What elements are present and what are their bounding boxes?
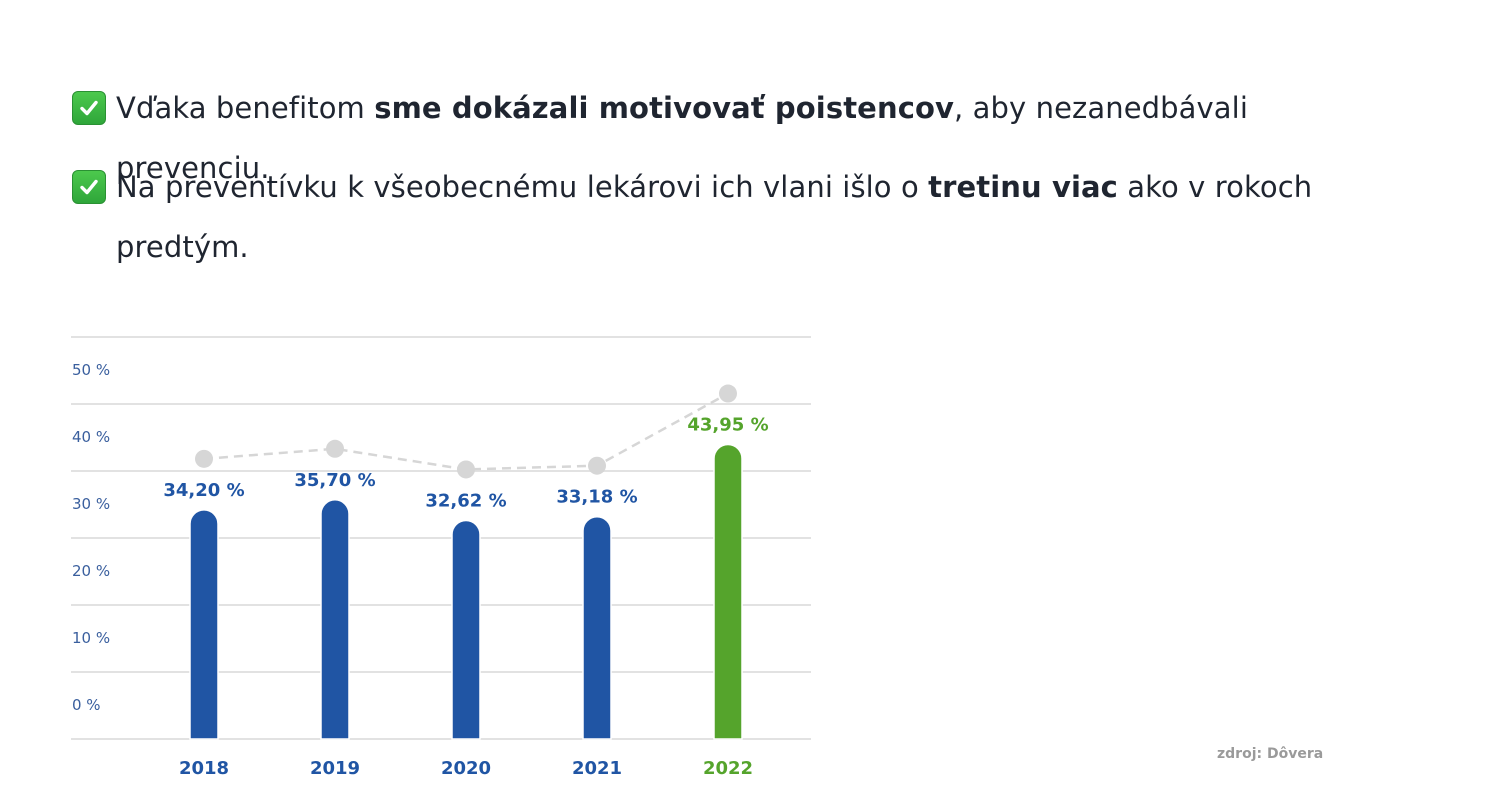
- check-mark-button-icon: [72, 91, 106, 125]
- bar-2022: [713, 443, 743, 740]
- y-tick-label: 40 %: [72, 428, 110, 446]
- y-axis-ticks: 0 % 10 % 20 % 30 % 40 % 50 %: [72, 361, 110, 714]
- benefit-bullet-1: Vďaka benefitom sme dokázali motivovať p…: [72, 78, 1346, 198]
- x-tick-label-2022: 2022: [703, 758, 753, 779]
- x-tick-label-2019: 2019: [310, 758, 360, 779]
- source-note: zdroj: Dôvera: [1217, 746, 1324, 762]
- trend-point-2019: [326, 439, 344, 458]
- data-labels: 34,20 % 35,70 % 32,62 % 33,18 % 43,95 %: [163, 415, 768, 512]
- y-tick-label: 10 %: [72, 629, 110, 647]
- data-label-2019: 35,70 %: [294, 470, 375, 491]
- x-axis-ticks: 2018 2019 2020 2021 2022: [179, 758, 753, 779]
- bullet-bold-text: sme dokázali motivovať poistencov: [374, 91, 955, 125]
- trend-point-2020: [457, 460, 475, 479]
- bar-2021: [582, 516, 612, 740]
- bullet-text: Vďaka benefitom sme dokázali motivovať p…: [116, 91, 1248, 185]
- trend-point-2018: [195, 449, 213, 468]
- x-tick-label-2020: 2020: [441, 758, 491, 779]
- data-label-2022: 43,95 %: [687, 415, 768, 436]
- trend-point-2021: [588, 456, 606, 475]
- bar-2018: [189, 509, 219, 740]
- trend-point-2022: [719, 384, 737, 403]
- grid-lines: [71, 336, 811, 740]
- y-tick-label: 50 %: [72, 361, 110, 379]
- y-tick-label: 20 %: [72, 562, 110, 580]
- check-mark-button-icon: [72, 170, 106, 204]
- data-label-2021: 33,18 %: [556, 487, 637, 508]
- data-label-2020: 32,62 %: [425, 490, 506, 511]
- trend-line: [195, 384, 737, 479]
- y-tick-label: 30 %: [72, 495, 110, 513]
- bars: [189, 443, 743, 740]
- bullet-bold-text: tretinu viac: [928, 170, 1118, 204]
- bar-2020: [451, 519, 481, 740]
- x-tick-label-2018: 2018: [179, 758, 229, 779]
- benefit-bullet-2: Na preventívku k všeobecnému lekárovi ic…: [72, 157, 1346, 277]
- data-label-2018: 34,20 %: [163, 480, 244, 501]
- x-tick-label-2021: 2021: [572, 758, 622, 779]
- bullet-text: Na preventívku k všeobecnému lekárovi ic…: [116, 170, 1313, 264]
- y-tick-label: 0 %: [72, 696, 101, 714]
- bar-2019: [320, 499, 350, 740]
